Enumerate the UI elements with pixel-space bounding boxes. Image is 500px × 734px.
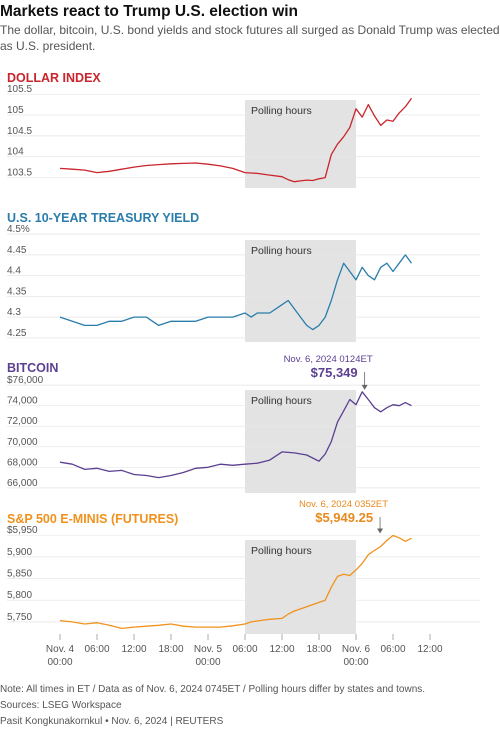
footer-credit: Pasit Kongkunakornkul • Nov. 6, 2024 | R… xyxy=(0,716,224,727)
y-tick-label-0-4: 103.5 xyxy=(7,168,32,179)
x-tick-label-7-0: 18:00 xyxy=(306,644,331,655)
polling-hours-shade-3 xyxy=(245,540,357,634)
y-tick-label-2-0: $76,000 xyxy=(7,375,44,386)
y-tick-label-1-2: 4.4 xyxy=(7,266,21,277)
y-tick-label-2-3: 70,000 xyxy=(7,437,38,448)
polling-hours-shade-1 xyxy=(245,240,357,342)
y-tick-label-3-4: 5,750 xyxy=(7,612,32,623)
x-tick-label-3-0: 18:00 xyxy=(158,644,183,655)
y-tick-label-3-2: 5,850 xyxy=(7,569,32,580)
x-tick-label-5-0: 06:00 xyxy=(232,644,257,655)
x-tick-label-0-1: 00:00 xyxy=(47,657,72,668)
series-line-2 xyxy=(59,391,412,479)
x-tick-label-1-0: 06:00 xyxy=(84,644,109,655)
chart-subtitle: The dollar, bitcoin, U.S. bond yields an… xyxy=(0,23,500,53)
y-tick-label-3-0: $5,950 xyxy=(7,525,38,536)
polling-hours-label-3: Polling hours xyxy=(251,545,312,557)
x-tick-label-4-0: Nov. 5 xyxy=(194,644,223,655)
y-tick-label-3-1: 5,900 xyxy=(7,547,32,558)
x-tick-label-4-1: 00:00 xyxy=(195,657,220,668)
annotation-sp500-arrow-head xyxy=(377,528,384,534)
panel-title-0: DOLLAR INDEX xyxy=(7,71,101,85)
panel-title-3: S&P 500 E-MINIS (FUTURES) xyxy=(7,512,178,526)
footer-note: Note: All times in ET / Data as of Nov. … xyxy=(0,684,426,695)
x-tick-label-8-1: 00:00 xyxy=(344,657,369,668)
y-tick-label-0-0: 105.5 xyxy=(7,84,32,95)
y-tick-label-2-4: 68,000 xyxy=(7,457,38,468)
y-tick-label-0-3: 104 xyxy=(7,147,24,158)
x-tick-label-8-0: Nov. 6 xyxy=(342,644,371,655)
x-tick-label-10-0: 12:00 xyxy=(418,644,443,655)
y-tick-label-1-5: 4.25 xyxy=(7,328,27,339)
y-tick-label-0-2: 104.5 xyxy=(7,126,32,137)
panel-title-1: U.S. 10-YEAR TREASURY YIELD xyxy=(7,211,199,225)
annotation-bitcoin-value: $75,349 xyxy=(311,365,358,380)
y-tick-label-2-5: 66,000 xyxy=(7,478,38,489)
polling-hours-shade-2 xyxy=(245,390,357,493)
y-tick-label-0-1: 105 xyxy=(7,105,24,116)
polling-hours-label-2: Polling hours xyxy=(251,395,312,407)
series-line-1 xyxy=(59,254,413,331)
x-tick-label-9-0: 06:00 xyxy=(381,644,406,655)
annotation-bitcoin-arrow-head xyxy=(361,384,368,390)
series-line-3 xyxy=(59,534,412,630)
annotation-bitcoin-date: Nov. 6, 2024 0124ET xyxy=(284,354,373,365)
panel-title-2: BITCOIN xyxy=(7,361,58,375)
polling-hours-label-0: Polling hours xyxy=(251,105,312,117)
footer-sources: Sources: LSEG Workspace xyxy=(0,700,122,711)
y-tick-label-2-1: 74,000 xyxy=(7,396,38,407)
y-tick-label-1-0: 4.5% xyxy=(7,224,30,235)
y-tick-label-1-3: 4.35 xyxy=(7,286,27,297)
annotation-sp500-date: Nov. 6, 2024 0352ET xyxy=(299,499,388,510)
x-tick-label-6-0: 12:00 xyxy=(269,644,294,655)
x-tick-label-2-0: 12:00 xyxy=(121,644,146,655)
polling-hours-label-1: Polling hours xyxy=(251,245,312,257)
chart-title: Markets react to Trump U.S. election win xyxy=(0,3,299,20)
y-tick-label-1-1: 4.45 xyxy=(7,245,27,256)
y-tick-label-3-3: 5,800 xyxy=(7,590,32,601)
x-tick-label-0-0: Nov. 4 xyxy=(46,644,75,655)
y-tick-label-1-4: 4.3 xyxy=(7,307,21,318)
y-tick-label-2-2: 72,000 xyxy=(7,416,38,427)
annotation-sp500-value: $5,949.25 xyxy=(315,510,373,525)
series-line-0 xyxy=(59,97,413,183)
